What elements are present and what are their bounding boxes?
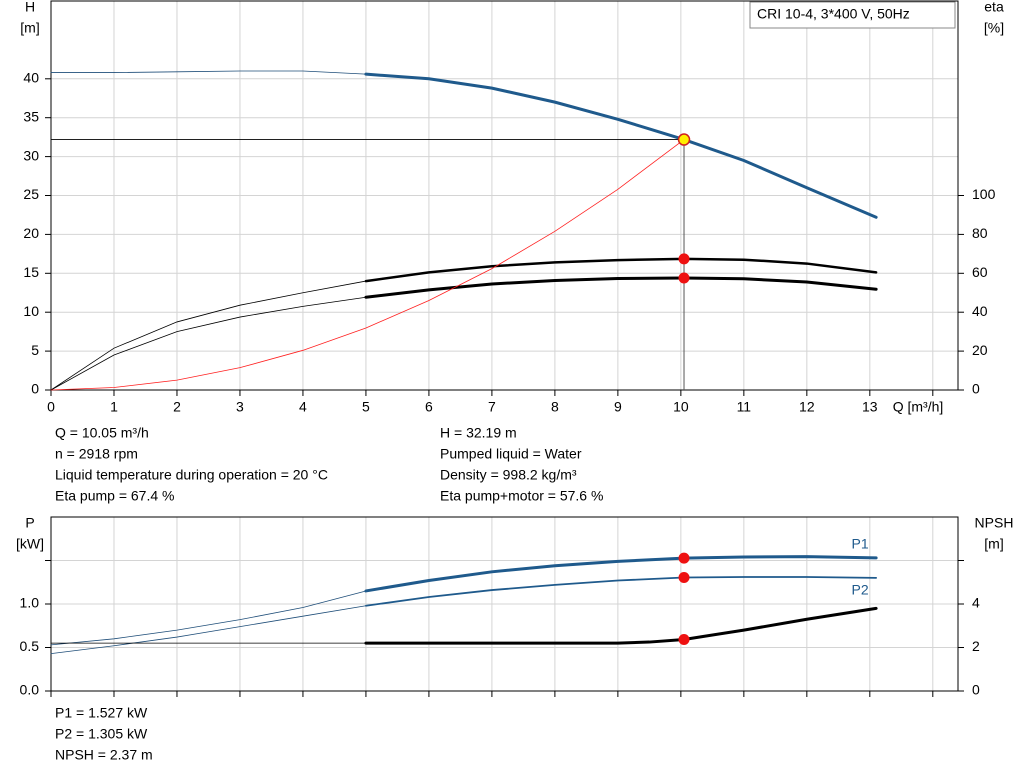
x-tick-label: 10: [673, 399, 689, 415]
y-tick-label: 15: [23, 264, 39, 280]
x-tick-label: 5: [362, 399, 370, 415]
info-text: P1 = 1.527 kW: [55, 705, 148, 721]
x-tick-label: 2: [173, 399, 181, 415]
y-tick-label: 5: [31, 342, 39, 358]
y-axis-label: P: [25, 515, 34, 531]
y-tick-label: 35: [23, 108, 39, 124]
operating-point: [678, 272, 690, 284]
y2-tick-label: 0: [972, 682, 980, 698]
y-tick-label: 40: [23, 70, 39, 86]
info-text: P2 = 1.305 kW: [55, 726, 148, 742]
curve: [364, 257, 878, 283]
curve: [364, 276, 878, 299]
y-tick-label: 10: [23, 303, 39, 319]
y-tick-label: 25: [23, 186, 39, 202]
y2-tick-label: 80: [972, 225, 988, 241]
y2-tick-label: 2: [972, 638, 980, 654]
curve: [50, 139, 685, 391]
info-text: Pumped liquid = Water: [440, 446, 582, 462]
y-tick-label: 0.5: [20, 638, 40, 654]
y2-tick-label: 4: [972, 595, 980, 611]
info-text: Eta pump = 67.4 %: [55, 488, 174, 504]
x-tick-label: 8: [551, 399, 559, 415]
x-tick-label: 7: [488, 399, 496, 415]
curve: [50, 590, 367, 646]
curve: [50, 605, 367, 654]
info-text: Q = 10.05 m³/h: [55, 425, 149, 441]
y2-tick-label: 20: [972, 342, 988, 358]
operating-point: [678, 253, 690, 265]
x-tick-label: 6: [425, 399, 433, 415]
curve: [50, 296, 367, 391]
x-tick-label: 9: [614, 399, 622, 415]
plot-frame: [50, 0, 959, 391]
curve: [365, 576, 878, 607]
y-tick-label: 0.0: [20, 682, 40, 698]
x-tick-label: 13: [862, 399, 878, 415]
x-tick-label: 1: [110, 399, 118, 415]
y2-axis-label: eta: [984, 0, 1004, 15]
curve: [364, 72, 878, 219]
info-text: NPSH = 2.37 m: [55, 747, 153, 763]
title-box: [749, 1, 956, 29]
chart-title: CRI 10-4, 3*400 V, 50Hz: [757, 6, 910, 22]
y2-axis-label: [%]: [984, 20, 1004, 36]
x-tick-label: 4: [299, 399, 307, 415]
info-text: n = 2918 rpm: [55, 446, 138, 462]
x-axis-label: Q [m³/h]: [893, 399, 944, 415]
x-tick-label: 12: [799, 399, 815, 415]
operating-point: [678, 571, 690, 583]
y2-axis-label: NPSH: [975, 515, 1014, 531]
curve: [50, 280, 367, 391]
y-axis-label: [m]: [20, 20, 39, 36]
y-tick-label: 1.0: [20, 595, 40, 611]
curve-label: P2: [852, 582, 869, 598]
y2-tick-label: 0: [972, 381, 980, 397]
y-tick-label: 0: [31, 381, 39, 397]
y2-tick-label: 100: [972, 186, 996, 202]
info-text: H = 32.19 m: [440, 425, 517, 441]
y-tick-label: 30: [23, 147, 39, 163]
operating-point: [678, 552, 690, 564]
curve: [50, 70, 367, 75]
y2-tick-label: 60: [972, 264, 988, 280]
x-tick-label: 3: [236, 399, 244, 415]
y-axis-label: H: [25, 0, 35, 15]
x-tick-label: 0: [47, 399, 55, 415]
x-tick-label: 11: [737, 399, 752, 415]
curve-label: P1: [852, 536, 869, 552]
info-text: Eta pump+motor = 57.6 %: [440, 488, 603, 504]
y-tick-label: 20: [23, 225, 39, 241]
y-axis-label: [kW]: [16, 536, 44, 552]
curve: [364, 555, 878, 593]
info-text: Density = 998.2 kg/m³: [440, 467, 577, 483]
operating-point: [677, 133, 691, 146]
plot-frame: [50, 516, 959, 692]
operating-point: [678, 633, 690, 645]
y2-tick-label: 40: [972, 303, 988, 319]
y2-axis-label: [m]: [984, 536, 1003, 552]
info-text: Liquid temperature during operation = 20…: [55, 467, 328, 483]
